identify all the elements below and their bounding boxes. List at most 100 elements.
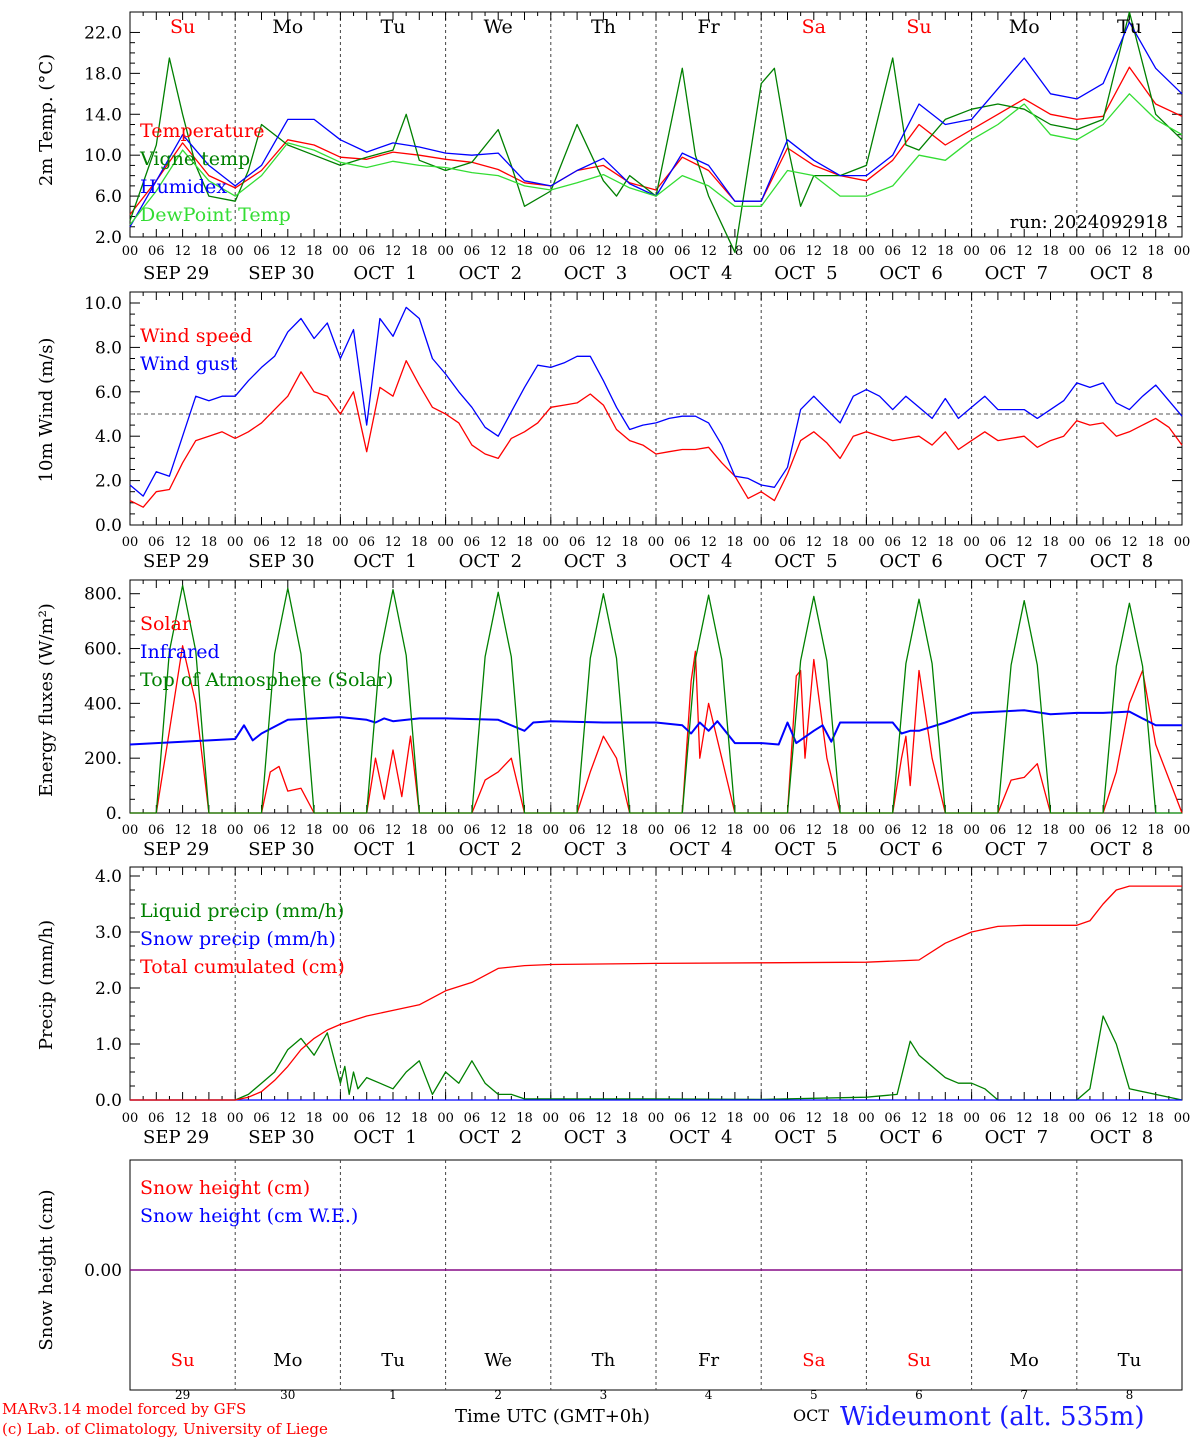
hour-tick-label: 18 [516, 535, 533, 550]
lab-credit: (c) Lab. of Climatology, University of L… [2, 1420, 328, 1438]
legend-entry: Snow height (cm W.E.) [140, 1205, 358, 1227]
date-label: OCT 8 [1090, 263, 1153, 284]
hour-tick-label: 00 [227, 244, 244, 259]
y-tick-label: 18.0 [84, 64, 122, 84]
hour-tick-label: 06 [253, 1111, 270, 1126]
hour-tick-label: 18 [1042, 1111, 1059, 1126]
hour-tick-label: 18 [411, 244, 428, 259]
hour-tick-label: 12 [806, 535, 823, 550]
day-number-label: 30 [280, 1388, 295, 1402]
y-axis-label: Energy fluxes (W/m²) [36, 603, 57, 797]
y-tick-label: 4.0 [95, 427, 122, 447]
hour-tick-label: 00 [543, 1111, 560, 1126]
hour-tick-label: 00 [963, 244, 980, 259]
series-line-green [130, 1015, 1183, 1101]
hour-tick-label: 12 [490, 535, 507, 550]
weekday-label: We [484, 16, 513, 38]
weekday-label-bottom: Th [592, 1350, 616, 1371]
hour-tick-label: 06 [148, 244, 165, 259]
weekday-label-bottom: Tu [381, 1350, 405, 1371]
hour-tick-label: 00 [963, 1111, 980, 1126]
hour-tick-label: 00 [332, 535, 349, 550]
hour-tick-label: 18 [621, 244, 638, 259]
date-label: OCT 2 [459, 839, 522, 860]
weekday-label-bottom: Tu [1118, 1350, 1142, 1371]
hour-tick-label: 18 [516, 823, 533, 838]
hour-tick-label: 06 [990, 244, 1007, 259]
y-tick-label: 8.0 [95, 338, 122, 358]
hour-tick-label: 18 [1147, 535, 1164, 550]
hour-tick-label: 06 [464, 535, 481, 550]
hour-tick-label: 06 [884, 244, 901, 259]
legend-entry: Liquid precip (mm/h) [140, 900, 344, 922]
hour-tick-label: 12 [1016, 244, 1033, 259]
weekday-label-bottom: We [484, 1350, 512, 1371]
panel-4: 00 06 12 18 00 06 12 18 00 06 12 18 00 06 12 18 00 06 12 18… [36, 866, 1190, 1148]
hour-tick-label: 00 [1174, 823, 1191, 838]
hour-tick-label: 18 [516, 1111, 533, 1126]
day-number-label: 3 [600, 1388, 608, 1402]
hour-tick-label: 18 [411, 535, 428, 550]
series-line-blue [129, 306, 1183, 497]
weekday-label-bottom: Sa [802, 1350, 825, 1371]
hour-tick-label: 06 [990, 535, 1007, 550]
hour-tick-label: 00 [1069, 535, 1086, 550]
hour-tick-label: 18 [937, 535, 954, 550]
y-tick-label: 6.0 [95, 383, 122, 403]
hour-tick-label: 06 [884, 535, 901, 550]
hour-tick-label: 12 [174, 244, 191, 259]
y-axis-label: 2m Temp. (°C) [36, 54, 57, 186]
hour-tick-label: 06 [569, 823, 586, 838]
hour-tick-label: 00 [1069, 1111, 1086, 1126]
y-tick-label: 2.0 [95, 228, 122, 248]
hour-tick-label: 18 [201, 244, 218, 259]
date-label: OCT 2 [459, 551, 522, 572]
hour-tick-label: 06 [464, 823, 481, 838]
panel-2: 00 06 12 18 00 06 12 18 00 06 12 18 00 06 12 18 00 06 12 18… [36, 291, 1190, 572]
y-tick-label: 0.0 [95, 1091, 122, 1111]
date-label: OCT 3 [564, 551, 627, 572]
hour-tick-label: 12 [385, 1111, 402, 1126]
hour-tick-label: 12 [280, 244, 297, 259]
y-tick-label: 600. [84, 640, 122, 660]
hour-tick-label: 12 [1016, 1111, 1033, 1126]
hour-tick-label: 06 [674, 535, 691, 550]
date-label: OCT 8 [1090, 1127, 1153, 1148]
station-label: Wideumont (alt. 535m) [840, 1402, 1145, 1432]
day-number-label: 8 [1126, 1388, 1134, 1402]
hour-tick-label: 00 [543, 535, 560, 550]
hour-tick-label: 00 [122, 244, 139, 259]
time-axis-label: Time UTC (GMT+0h) [455, 1406, 650, 1427]
hour-tick-label: 18 [1147, 823, 1164, 838]
hour-tick-label: 18 [1042, 535, 1059, 550]
hour-tick-label: 12 [280, 535, 297, 550]
hour-tick-label: 06 [779, 244, 796, 259]
hour-tick-label: 00 [332, 1111, 349, 1126]
y-tick-label: 6.0 [95, 187, 122, 207]
series-line-green [129, 11, 1183, 253]
y-tick-label: 800. [84, 585, 122, 605]
hour-tick-label: 06 [148, 535, 165, 550]
hour-tick-label: 00 [543, 823, 560, 838]
date-label: SEP 30 [248, 263, 314, 284]
hour-tick-label: 18 [937, 1111, 954, 1126]
hour-tick-label: 00 [122, 1111, 139, 1126]
date-label: OCT 3 [564, 839, 627, 860]
hour-tick-label: 12 [911, 535, 928, 550]
day-number-label: 7 [1020, 1388, 1028, 1402]
series-line-red [130, 885, 1182, 1101]
hour-tick-label: 12 [700, 535, 717, 550]
hour-tick-label: 00 [227, 823, 244, 838]
hour-tick-label: 00 [648, 823, 665, 838]
hour-tick-label: 00 [437, 535, 454, 550]
date-label: OCT 6 [879, 551, 942, 572]
hour-tick-label: 12 [595, 244, 612, 259]
hour-tick-label: 12 [595, 535, 612, 550]
legend-entry: Vigne temp [139, 148, 250, 170]
legend-entry: Infrared [140, 641, 220, 663]
hour-tick-label: 00 [858, 823, 875, 838]
hour-tick-label: 12 [280, 1111, 297, 1126]
hour-tick-label: 12 [700, 823, 717, 838]
hour-tick-label: 18 [411, 823, 428, 838]
